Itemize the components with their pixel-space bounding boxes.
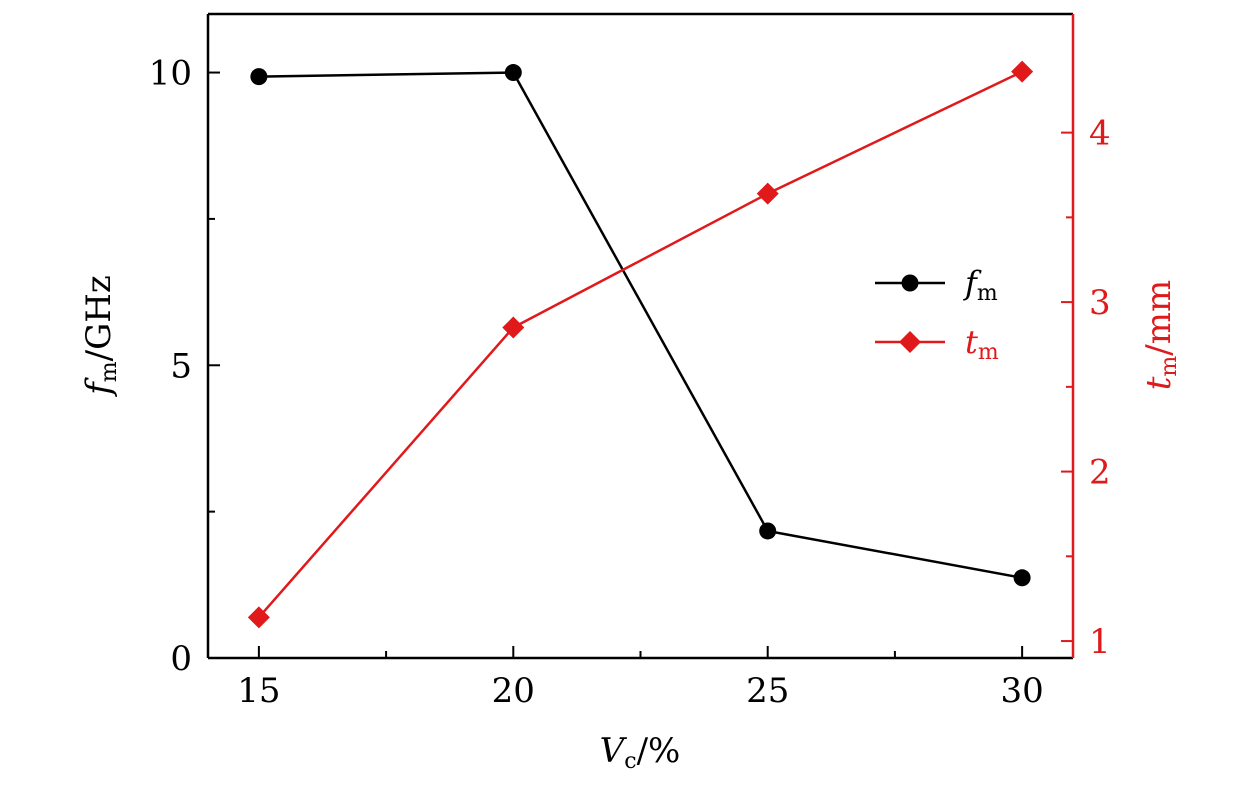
y-right-tick-label: 1 (1089, 622, 1111, 662)
y-left-tick-label: 10 (149, 54, 192, 94)
x-tick-label: 25 (746, 671, 789, 711)
y-right-tick-label: 4 (1089, 114, 1111, 154)
legend-item-fm: fm (875, 264, 998, 306)
y-right-axis-title: tm/mm (1139, 280, 1182, 390)
legend-label-fm: fm (963, 264, 998, 306)
data-point-fm (250, 68, 268, 86)
y-right-axis-title-main: t (1139, 376, 1179, 390)
legend-label-tm-main: t (965, 323, 978, 361)
x-axis-title-sub: c (624, 749, 636, 774)
x-tick-label: 15 (237, 671, 280, 711)
x-axis-title-main: V (600, 731, 628, 771)
data-point-fm (759, 522, 777, 540)
x-axis-title-suffix: /% (637, 731, 681, 771)
legend-swatch-marker-tm (899, 331, 921, 353)
series-line-tm (257, 70, 1023, 619)
legend-item-tm: tm (875, 323, 999, 365)
y-left-tick-label: 5 (170, 346, 192, 386)
legend-swatch-marker-fm (901, 274, 919, 292)
plot-frame (206, 12, 1075, 660)
y-left-axis-title-sub: m (97, 361, 122, 382)
legend-label-tm: tm (965, 323, 999, 365)
series-line-fm (258, 71, 1023, 580)
x-axis-title: Vc/% (600, 731, 681, 774)
y-right-axis-title-suffix: /mm (1139, 280, 1179, 356)
y-right-tick-label: 3 (1089, 283, 1111, 323)
data-point-tm (756, 182, 779, 205)
data-point-fm (1013, 569, 1031, 587)
data-point-tm (247, 606, 270, 629)
y-right-axis-title-sub: m (1157, 356, 1182, 377)
data-point-tm (502, 316, 525, 339)
data-point-tm (1011, 60, 1034, 83)
series-layer (247, 60, 1034, 629)
y-left-axis-title: fm/GHz (79, 275, 122, 398)
y-left-tick-label: 0 (170, 639, 192, 679)
x-tick-label: 30 (1000, 671, 1043, 711)
legend-label-fm-sub: m (977, 281, 998, 306)
x-tick-label: 20 (492, 671, 535, 711)
ticks-layer: 15 20 25 30 0 5 10 1 2 3 4 (149, 54, 1111, 711)
y-right-tick-label: 2 (1089, 453, 1111, 493)
legend-label-tm-sub: m (978, 340, 999, 365)
y-left-axis-title-suffix: /GHz (79, 275, 119, 361)
data-point-fm (504, 64, 522, 82)
legend: fm tm (875, 264, 999, 365)
